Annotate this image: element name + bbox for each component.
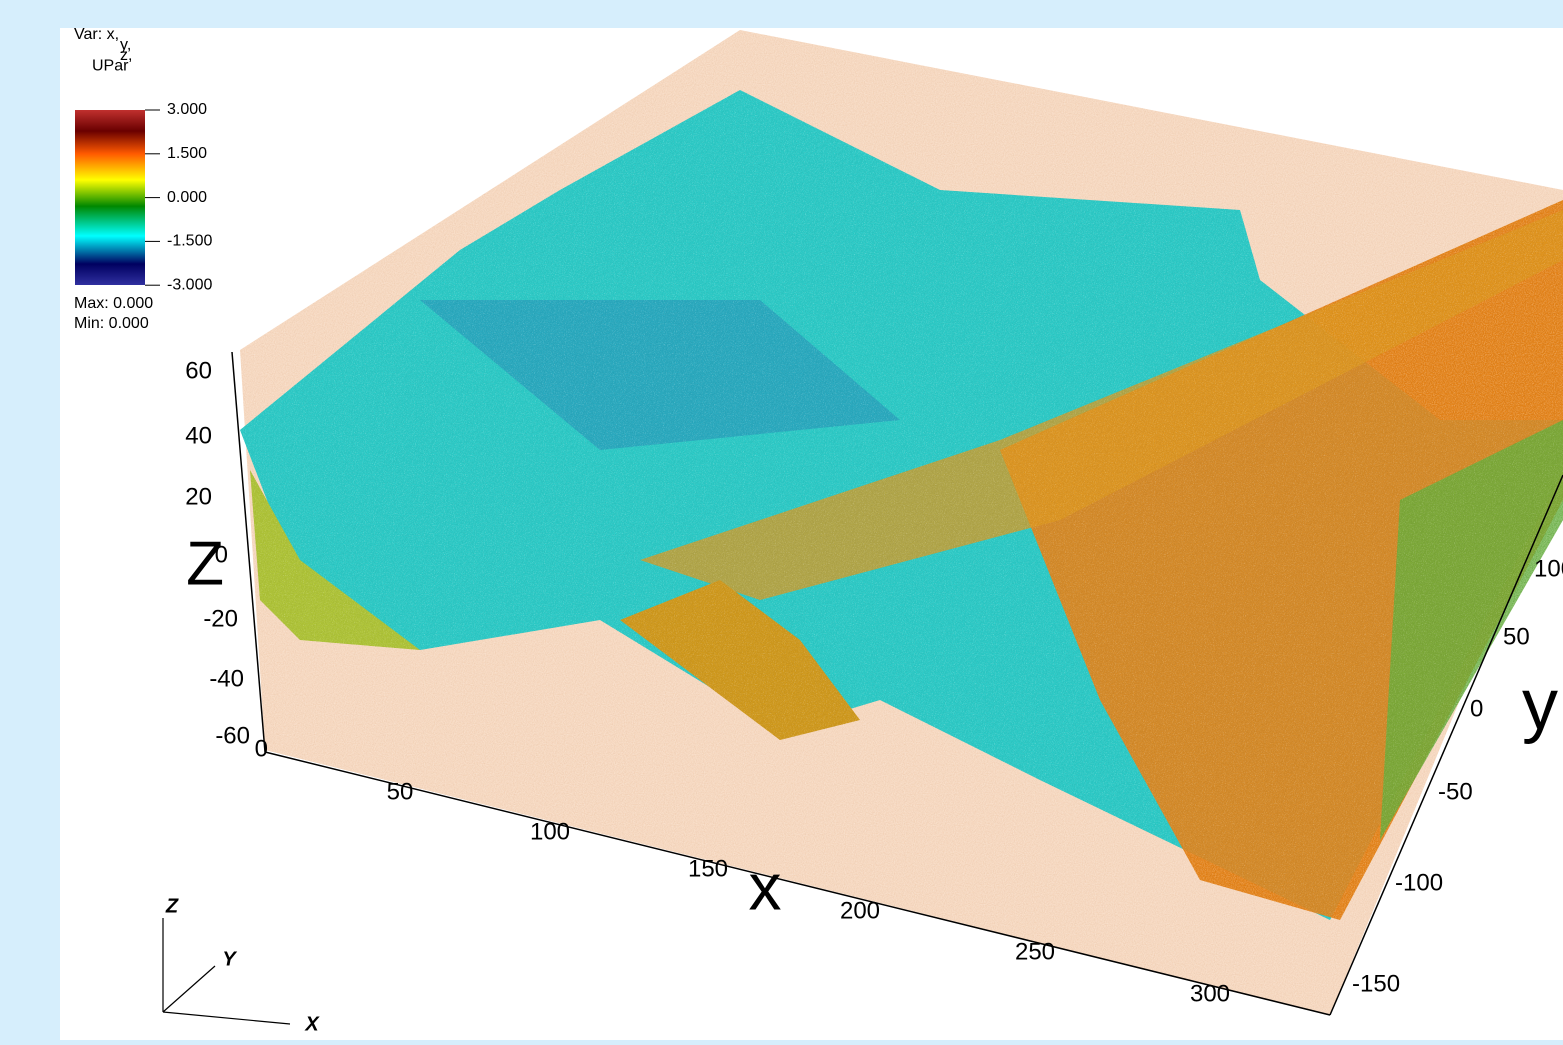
y-tick-label: 100 [1534, 555, 1563, 582]
legend-max: Max: 0.000 [74, 295, 153, 312]
triad-label: X [304, 1013, 320, 1035]
legend-min: Min: 0.000 [74, 315, 149, 332]
legend-tick: 1.500 [167, 145, 207, 162]
y-axis-title: y [1522, 665, 1558, 745]
legend-tick: 3.000 [167, 101, 207, 118]
triad-label: Z [165, 895, 179, 917]
x-tick-label: 50 [387, 778, 414, 805]
z-tick-label: 20 [185, 483, 212, 510]
viewer: Var: x,y,z,UPar3.0001.5000.000-1.500-3.0… [0, 0, 1563, 1040]
y-tick-label: 0 [1470, 695, 1483, 722]
legend-tick: 0.000 [167, 189, 207, 206]
legend-tick: -1.500 [167, 233, 212, 250]
x-tick-label: 300 [1190, 980, 1230, 1007]
legend-tick: -3.000 [167, 276, 212, 293]
z-tick-label: -60 [215, 722, 250, 749]
x-tick-label: 250 [1015, 938, 1055, 965]
x-tick-label: 100 [530, 818, 570, 845]
z-tick-label: 0 [255, 735, 268, 762]
z-tick-label: 60 [185, 357, 212, 384]
z-tick-label: -20 [203, 605, 238, 632]
legend-var: Var: x, [74, 26, 119, 43]
y-tick-label: -50 [1438, 778, 1473, 805]
x-axis-title: x [749, 849, 782, 923]
y-tick-label: -100 [1395, 869, 1443, 896]
page: Var: x,y,z,UPar3.0001.5000.000-1.500-3.0… [0, 0, 1563, 1040]
x-tick-label: 150 [688, 855, 728, 882]
legend-var: UPar [92, 58, 129, 75]
z-tick-label: -40 [209, 665, 244, 692]
z-axis-title: Z [186, 529, 224, 598]
colorbar [75, 110, 145, 285]
z-tick-label: 40 [185, 422, 212, 449]
y-tick-label: -150 [1352, 970, 1400, 997]
y-tick-label: 50 [1503, 623, 1530, 650]
triad-label: Y [222, 948, 237, 970]
x-tick-label: 200 [840, 897, 880, 924]
